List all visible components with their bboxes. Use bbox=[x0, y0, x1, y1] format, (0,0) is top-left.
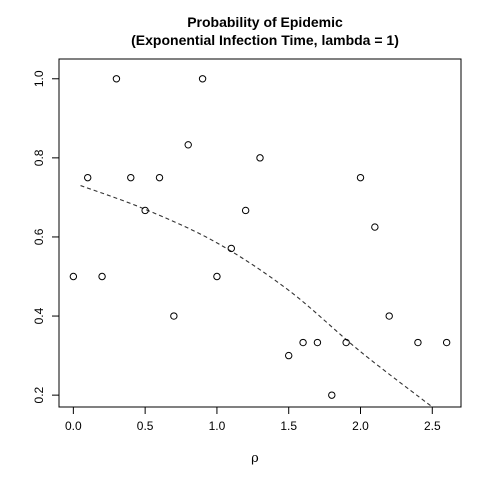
x-tick-label: 0.0 bbox=[65, 419, 82, 433]
data-point bbox=[241, 206, 250, 215]
x-axis: 0.0 0.5 1.0 1.5 2.0 2.5 bbox=[65, 406, 441, 433]
x-tick-label: 1.5 bbox=[280, 419, 297, 433]
y-tick-label: 0.2 bbox=[32, 386, 46, 403]
data-points bbox=[69, 75, 451, 399]
data-point bbox=[313, 338, 322, 347]
x-tick-label: 0.5 bbox=[137, 419, 154, 433]
data-point bbox=[84, 173, 92, 182]
x-axis-label: ρ bbox=[251, 451, 259, 466]
data-point bbox=[127, 173, 135, 182]
trend-line bbox=[80, 185, 433, 408]
data-point bbox=[385, 312, 393, 320]
data-point bbox=[299, 338, 307, 347]
y-tick-label: 0.4 bbox=[32, 307, 46, 324]
y-axis: 0.2 0.4 0.6 0.8 1.0 bbox=[32, 70, 60, 403]
data-point bbox=[414, 338, 422, 347]
data-point bbox=[285, 351, 293, 360]
data-point bbox=[328, 391, 336, 399]
data-point bbox=[227, 244, 235, 253]
data-point bbox=[184, 141, 192, 149]
data-point bbox=[213, 272, 221, 281]
data-point bbox=[256, 154, 264, 162]
y-tick-label: 0.8 bbox=[32, 149, 46, 166]
data-point bbox=[112, 75, 121, 83]
data-point bbox=[141, 206, 149, 215]
data-point bbox=[442, 338, 451, 347]
data-point bbox=[170, 312, 178, 320]
x-tick-label: 2.5 bbox=[424, 419, 441, 433]
chart-title: Probability of Epidemic bbox=[187, 14, 343, 30]
y-tick-label: 0.6 bbox=[32, 228, 46, 245]
x-tick-label: 2.0 bbox=[352, 419, 369, 433]
data-point bbox=[98, 272, 106, 281]
plot-frame bbox=[58, 58, 462, 408]
data-point bbox=[356, 173, 365, 182]
data-point bbox=[342, 338, 350, 347]
chart-subtitle: (Exponential Infection Time, lambda = 1) bbox=[131, 32, 399, 48]
y-tick-label: 1.0 bbox=[32, 70, 46, 87]
x-tick-label: 1.0 bbox=[209, 419, 226, 433]
data-point bbox=[198, 75, 207, 83]
data-point bbox=[371, 223, 379, 231]
data-point bbox=[155, 173, 164, 182]
data-point bbox=[69, 272, 78, 281]
